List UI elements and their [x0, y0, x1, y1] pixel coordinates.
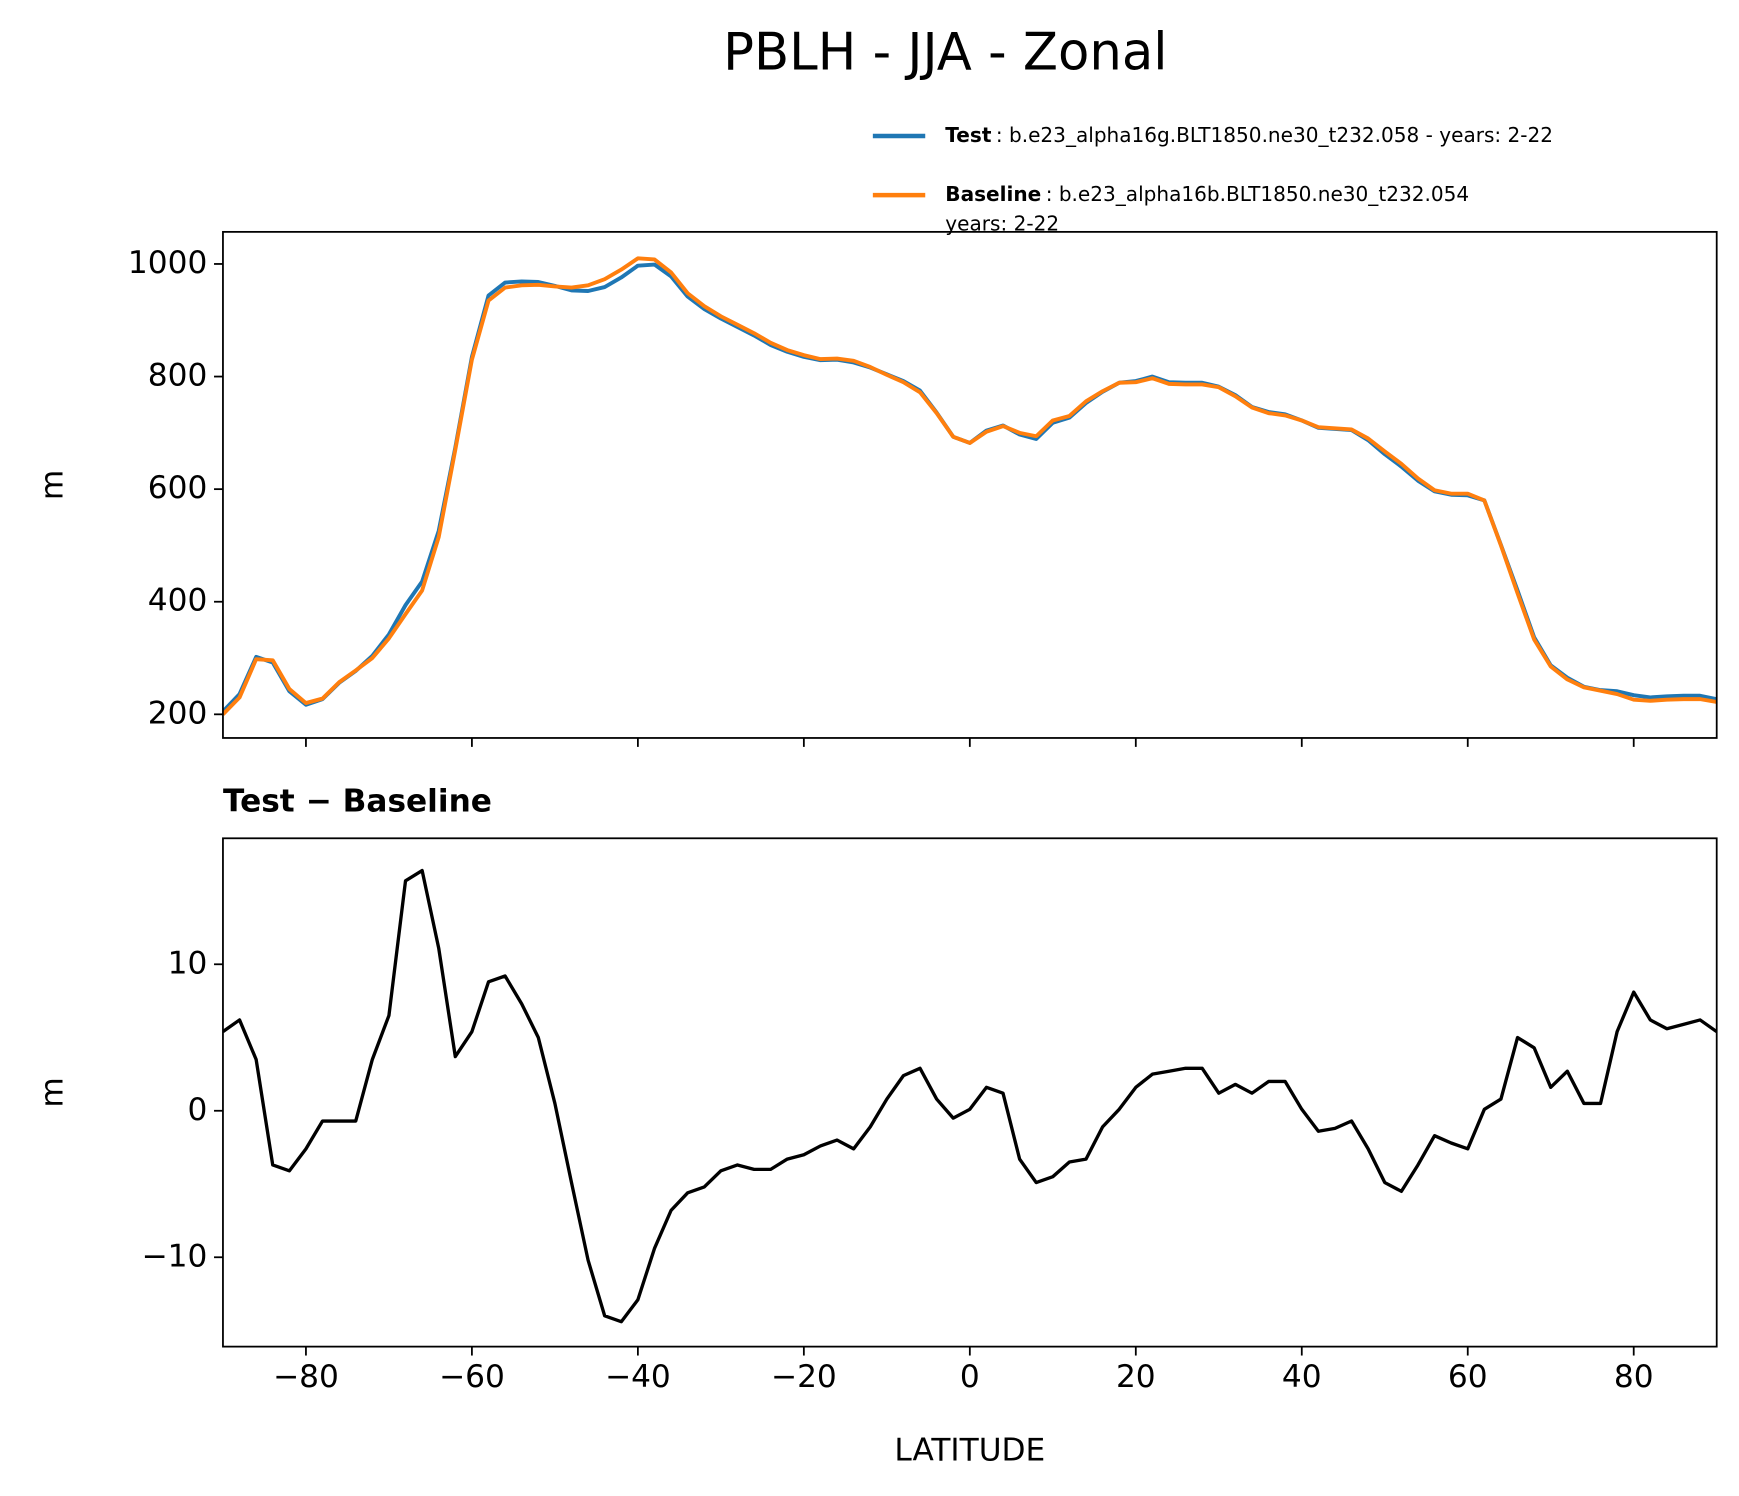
- x-tick-label: 60: [1448, 1359, 1488, 1395]
- figure-title: PBLH - JJA - Zonal: [723, 23, 1167, 83]
- data-line: [222, 256, 1717, 716]
- legend-description: : b.e23_alpha16b.BLT1850.ne30_t232.054: [1046, 182, 1469, 206]
- y-tick-label: 200: [148, 695, 208, 731]
- x-tick-label: 80: [1614, 1359, 1654, 1395]
- y-axis-label: m: [35, 1077, 71, 1107]
- x-tick-label: −80: [273, 1359, 339, 1395]
- data-line: [222, 868, 1717, 1324]
- plot-area: [222, 256, 1717, 716]
- legend-entry: Baseline: b.e23_alpha16b.BLT1850.ne30_t2…: [945, 182, 1469, 206]
- x-tick-label: 40: [1282, 1359, 1322, 1395]
- x-tick-label: −60: [439, 1359, 505, 1395]
- plot-area: [222, 868, 1717, 1324]
- legend-description: years: 2-22: [945, 212, 1059, 236]
- y-tick-label: 600: [148, 470, 208, 506]
- y-tick-label: −10: [141, 1238, 207, 1274]
- x-axis-label: LATITUDE: [894, 1432, 1045, 1468]
- y-axis-label: m: [35, 470, 71, 500]
- x-tick-label: 20: [1116, 1359, 1156, 1395]
- y-tick-label: 1000: [128, 245, 207, 281]
- x-tick-label: 0: [960, 1359, 980, 1395]
- y-tick-label: 400: [148, 583, 208, 619]
- y-tick-label: 0: [187, 1092, 207, 1128]
- y-tick-label: 800: [148, 358, 208, 394]
- axes-title: Test − Baseline: [223, 784, 492, 820]
- y-tick-label: 10: [168, 945, 208, 981]
- legend-description: : b.e23_alpha16g.BLT1850.ne30_t232.058 -…: [996, 123, 1553, 147]
- legend-entry: Test: b.e23_alpha16g.BLT1850.ne30_t232.0…: [945, 123, 1553, 147]
- x-tick-label: −40: [605, 1359, 671, 1395]
- legend-name: Test: [945, 123, 992, 147]
- x-tick-label: −20: [771, 1359, 837, 1395]
- legend-name: Baseline: [945, 182, 1041, 206]
